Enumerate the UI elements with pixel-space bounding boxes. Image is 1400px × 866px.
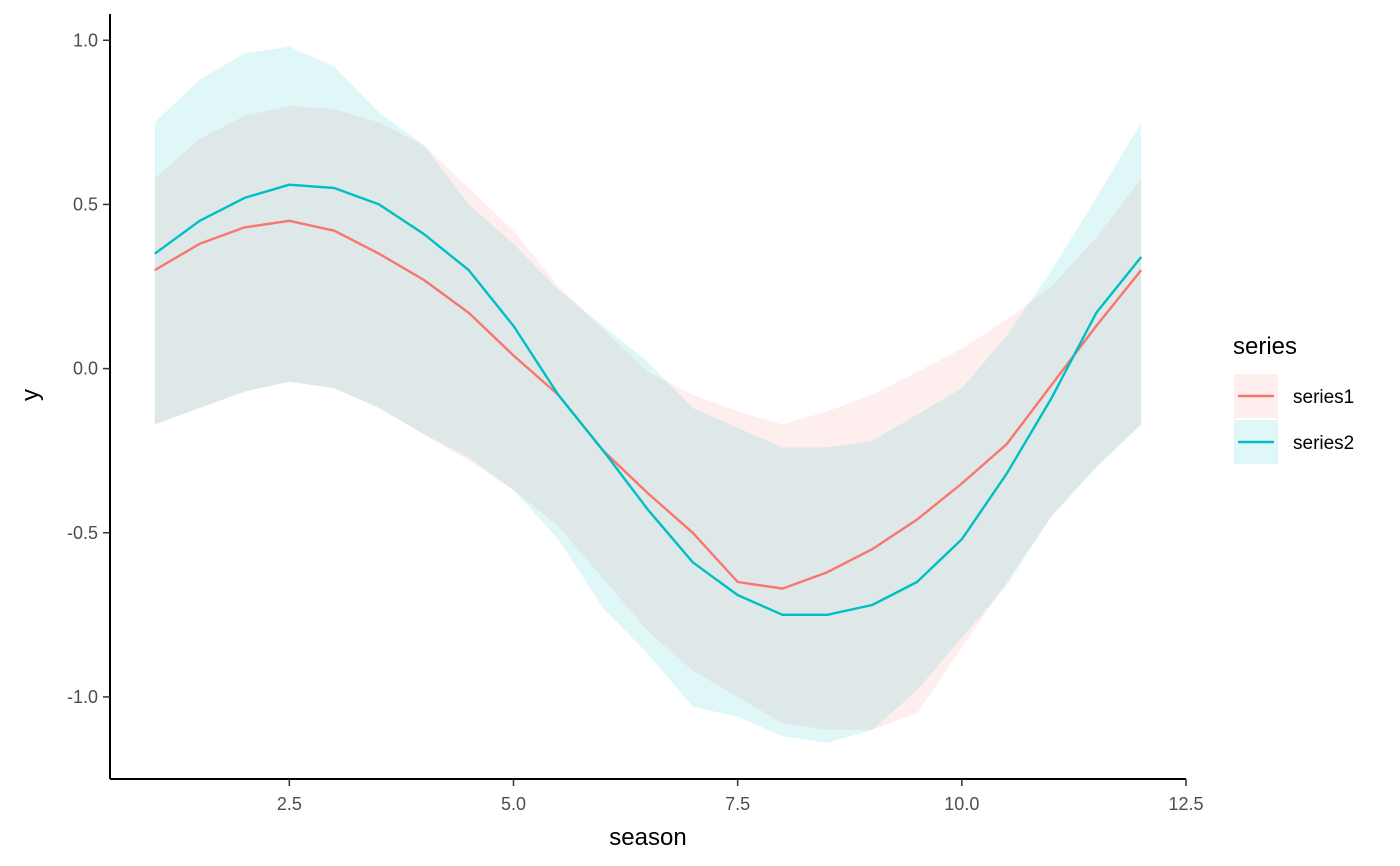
line-series1: [154, 219, 1143, 590]
x-tick-label: 5.0: [501, 794, 526, 814]
band-series2: [154, 46, 1142, 743]
line-series2: [154, 183, 1143, 616]
legend: series series1 series2: [1233, 333, 1354, 464]
x-tick-label: 7.5: [725, 794, 750, 814]
x-axis-title: season: [609, 824, 686, 851]
legend-label-series2: series2: [1293, 433, 1354, 454]
x-tick-label: 12.5: [1168, 794, 1203, 814]
band-series1: [154, 105, 1142, 730]
x-tick-label: 2.5: [277, 794, 302, 814]
x-axis-ticks: 2.5 5.0 7.5 10.0 12.5: [277, 779, 1204, 814]
confidence-bands: [154, 46, 1142, 743]
y-tick-label: -1.0: [67, 687, 98, 707]
y-tick-label: 0.0: [73, 359, 98, 379]
y-axis-title: y: [17, 389, 44, 401]
y-tick-label: 1.0: [73, 30, 98, 50]
y-tick-label: 0.5: [73, 194, 98, 214]
legend-title: series: [1233, 333, 1297, 360]
legend-label-series1: series1: [1293, 387, 1354, 408]
y-axis-ticks: 1.0 0.5 0.0 -0.5 -1.0: [67, 30, 110, 707]
x-tick-label: 10.0: [944, 794, 979, 814]
series-lines: [154, 183, 1143, 616]
y-tick-label: -0.5: [67, 523, 98, 543]
